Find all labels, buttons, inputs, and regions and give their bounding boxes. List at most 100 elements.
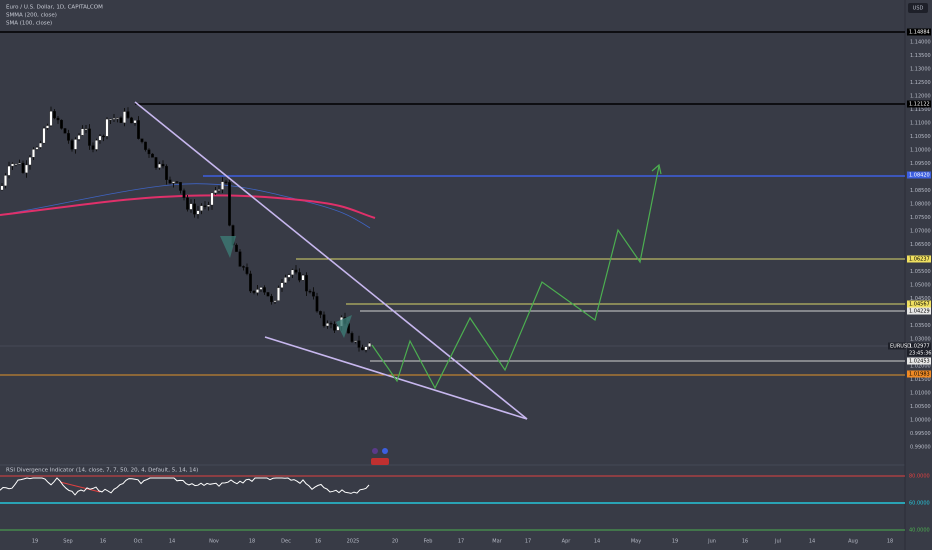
price-scale-label: 1.13500	[910, 53, 931, 59]
candle-body	[35, 147, 39, 150]
candle-body	[245, 267, 249, 274]
candle-body	[329, 323, 333, 325]
price-scale-label: 1.09500	[910, 161, 931, 167]
time-axis-label: 2025	[347, 539, 360, 545]
candle-body	[168, 179, 172, 184]
candle-body	[207, 204, 210, 207]
candle-body	[291, 269, 294, 275]
price-tag-label: 1.04229	[909, 309, 930, 315]
price-scale-label: 1.02000	[910, 364, 931, 370]
candle-body	[88, 128, 91, 146]
price-tag-label: 1.08420	[909, 173, 930, 179]
candle-body	[238, 251, 242, 267]
time-axis-label: Mar	[492, 539, 502, 545]
symbol-tag-label: EURUSD	[890, 344, 911, 350]
candle-body	[0, 185, 4, 191]
currency[interactable]: USD	[913, 6, 924, 12]
candle-body	[305, 275, 308, 292]
candle-body	[109, 118, 112, 121]
time-axis-label: 14	[169, 539, 175, 545]
candle-body	[210, 192, 214, 206]
candle-body	[298, 272, 301, 281]
time-axis-label: 18	[887, 539, 893, 545]
candle-body	[301, 275, 305, 281]
rsi-scale-label: 40.0000	[909, 528, 930, 534]
candle-body	[154, 157, 158, 168]
rsi-scale-tag	[907, 526, 931, 534]
candle-body	[256, 289, 259, 293]
candle-body	[280, 282, 284, 288]
price-tag	[907, 28, 931, 36]
candle-body	[49, 111, 53, 126]
price-tag	[907, 255, 931, 263]
candle-body	[63, 128, 67, 134]
candle-body	[126, 111, 130, 118]
event-icon	[372, 448, 378, 454]
candle-body	[161, 163, 165, 167]
time-axis-label: 14	[594, 539, 600, 545]
candle-body	[252, 290, 256, 293]
candle-body	[203, 205, 207, 207]
candle-body	[189, 203, 193, 210]
price-tag-label: 1.04567	[909, 302, 930, 308]
divergence-line	[59, 481, 101, 493]
candle-body	[287, 274, 291, 278]
price-scale-label: 1.11500	[910, 107, 931, 113]
price-scale-label: 1.07000	[910, 229, 931, 235]
candle-body	[221, 181, 224, 190]
candle-body	[18, 162, 21, 165]
candle-body	[39, 142, 42, 148]
time-axis-label: 16	[100, 539, 106, 545]
price-scale-label: 1.10000	[910, 148, 931, 154]
candle-body	[14, 163, 18, 165]
rsi-scale-label: 60.0000	[909, 501, 930, 507]
sma-line	[0, 183, 371, 229]
candle-body	[151, 153, 154, 158]
rsi-scale-label: 80.0000	[909, 474, 930, 480]
time-axis-label: Aug	[848, 539, 858, 545]
time-axis-label: Jul	[774, 539, 781, 545]
candle-body	[7, 165, 11, 176]
legend-symbol: Euro / U.S. Dollar, 1D, CAPITALCOM	[6, 5, 103, 11]
price-scale-label: 1.14000	[910, 40, 931, 46]
candle-body	[249, 273, 252, 292]
price-tag	[907, 342, 931, 350]
candle-body	[368, 343, 371, 347]
time-axis-label: Dec	[281, 539, 291, 545]
time-axis-label: 19	[32, 539, 38, 545]
price-scale-label: 1.13000	[910, 67, 931, 73]
candle-body	[364, 346, 368, 351]
price-tag	[907, 171, 931, 179]
candle-body	[77, 135, 81, 140]
price-tag	[907, 300, 931, 308]
price-scale-label: 1.04500	[910, 296, 931, 302]
time-axis-label: 18	[249, 539, 255, 545]
event-icon	[371, 458, 389, 465]
candle-body	[270, 295, 273, 303]
candle-body	[102, 135, 105, 138]
candle-body	[32, 149, 35, 158]
candle-body	[333, 323, 336, 331]
candle-body	[315, 296, 319, 312]
candle-body	[350, 333, 354, 342]
time-axis-label: Jun	[707, 539, 716, 545]
price-scale-label: 1.01500	[910, 377, 931, 383]
price-tag	[907, 100, 931, 108]
candle-body	[214, 190, 217, 194]
projection-path	[371, 165, 660, 390]
time-axis-label: Nov	[209, 539, 219, 545]
candle-body	[235, 244, 238, 252]
candle-body	[25, 164, 28, 173]
price-tag	[907, 307, 931, 315]
candle-body	[81, 128, 84, 136]
currency-button[interactable]	[908, 3, 928, 13]
candle-body	[95, 140, 98, 150]
symbol-tag	[888, 342, 906, 350]
candle-body	[46, 125, 49, 129]
candle-body	[119, 117, 123, 123]
candle-body	[284, 277, 287, 283]
candle-body	[294, 269, 298, 273]
candle-body	[308, 290, 312, 293]
candle-body	[11, 163, 14, 167]
